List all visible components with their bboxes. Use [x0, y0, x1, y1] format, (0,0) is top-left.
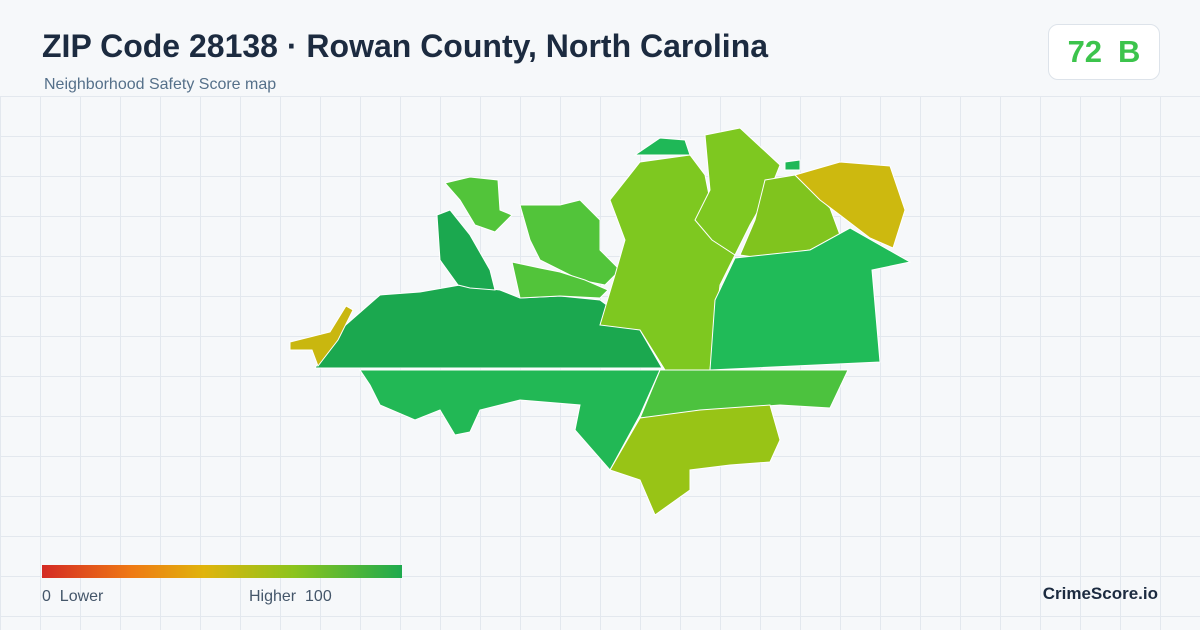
region [694, 127, 781, 256]
score-grade: B [1118, 34, 1141, 69]
region [359, 369, 661, 471]
legend-max: Higher 100 [249, 588, 332, 606]
region [444, 176, 513, 233]
title: ZIP Code 28138 · Rowan County, North Car… [42, 28, 769, 64]
region [709, 227, 912, 371]
region [511, 261, 609, 299]
legend-gradient [42, 565, 402, 578]
legend-min: 0 Lower [42, 588, 103, 606]
region [784, 159, 801, 171]
region [289, 305, 354, 368]
region [609, 404, 781, 516]
score-badge: 72 B [1048, 24, 1160, 80]
subtitle: Neighborhood Safety Score map [44, 76, 277, 93]
brand: CrimeScore.io [1042, 584, 1158, 603]
legend-max-label: Higher [249, 588, 297, 605]
region [436, 209, 496, 291]
region [633, 137, 691, 156]
region [519, 199, 621, 286]
legend-min-label: Lower [59, 588, 104, 605]
score-value: 72 [1067, 34, 1103, 69]
legend-max-value: 100 [305, 588, 332, 605]
region [794, 161, 906, 249]
legend-min-value: 0 [42, 588, 51, 605]
